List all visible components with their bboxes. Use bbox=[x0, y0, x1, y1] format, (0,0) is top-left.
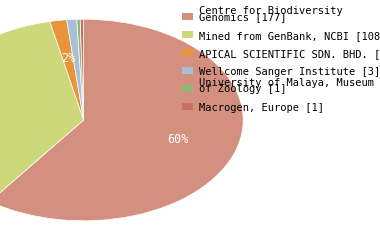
Wedge shape bbox=[50, 20, 84, 120]
Bar bbox=[182, 13, 193, 20]
Wedge shape bbox=[0, 21, 84, 202]
Wedge shape bbox=[80, 19, 84, 120]
Wedge shape bbox=[77, 19, 84, 120]
Bar bbox=[182, 31, 193, 38]
Text: Mined from GenBank, NCBI [108]: Mined from GenBank, NCBI [108] bbox=[199, 31, 380, 41]
Bar bbox=[182, 85, 193, 92]
Text: Macrogen, Europe [1]: Macrogen, Europe [1] bbox=[199, 103, 324, 113]
Wedge shape bbox=[0, 19, 243, 221]
Text: Wellcome Sanger Institute [3]: Wellcome Sanger Institute [3] bbox=[199, 67, 380, 77]
Text: Genomics [177]: Genomics [177] bbox=[199, 12, 286, 22]
Bar bbox=[182, 103, 193, 110]
Text: Centre for Biodiversity: Centre for Biodiversity bbox=[199, 6, 342, 16]
Wedge shape bbox=[66, 19, 84, 120]
Text: University of Malaya, Museum: University of Malaya, Museum bbox=[199, 78, 374, 88]
Bar bbox=[182, 49, 193, 56]
Text: APICAL SCIENTIFIC SDN. BHD. [5]: APICAL SCIENTIFIC SDN. BHD. [5] bbox=[199, 49, 380, 59]
Text: 60%: 60% bbox=[167, 133, 188, 146]
Text: 2%: 2% bbox=[61, 52, 75, 65]
Bar bbox=[182, 67, 193, 74]
Text: of Zoology [1]: of Zoology [1] bbox=[199, 84, 286, 94]
